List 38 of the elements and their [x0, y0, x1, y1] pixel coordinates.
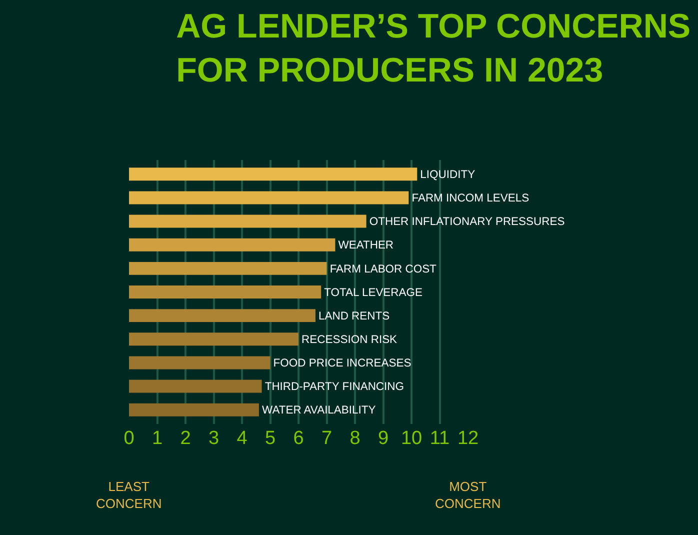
x-tick-label: 10	[400, 428, 422, 449]
y-tick-label: FOOD PRICE INCREASES	[273, 358, 412, 370]
bar	[129, 309, 316, 322]
x-tick-label: 1	[152, 428, 163, 449]
text: MOST CONCERN	[435, 479, 501, 511]
bar	[129, 356, 270, 370]
y-tick-label: LAND RENTS	[318, 310, 390, 322]
x-tick-label: 9	[378, 428, 389, 449]
bar	[129, 380, 262, 393]
bar	[129, 403, 259, 416]
x-tick-label: 6	[293, 428, 304, 449]
x-tick-label: 12	[457, 428, 479, 449]
bar	[129, 214, 366, 228]
x-tick-label: 3	[208, 428, 220, 449]
x-tick-label: 5	[264, 428, 276, 449]
x-tick-label: 8	[350, 428, 360, 449]
bar	[129, 262, 327, 275]
y-tick-label: WEATHER	[338, 240, 394, 252]
bar	[129, 191, 409, 204]
y-tick-label: LIQUIDITY	[420, 169, 476, 182]
bar	[129, 332, 298, 346]
y-tick-label: RECESSION RISK	[302, 334, 398, 346]
y-tick-label: WATER AVAILABILITY	[262, 404, 376, 417]
y-tick-label: FARM INCOM LEVELS	[412, 192, 530, 205]
x-tick-label: 2	[180, 428, 191, 449]
x-tick-label: 11	[430, 428, 450, 449]
y-tick-label: OTHER INFLATIONARY PRESSURES	[369, 216, 565, 228]
x-tick-label: 4	[236, 428, 248, 449]
x-tick-label: 7	[321, 428, 332, 449]
bar	[129, 238, 336, 252]
chart-title: AG LENDER’S TOP CONCERNS FOR PRODUCERS IN 2023	[176, 7, 691, 90]
y-tick-label: FARM LABOR COST	[330, 263, 437, 276]
bar	[129, 286, 322, 298]
text: LEAST CONCERN	[96, 479, 162, 511]
x-tick-label: 0	[124, 428, 134, 449]
y-tick-label: TOTAL LEVERAGE	[324, 286, 422, 299]
bar	[129, 168, 418, 181]
y-tick-label: THIRD-PARTY FINANCING	[264, 381, 404, 394]
